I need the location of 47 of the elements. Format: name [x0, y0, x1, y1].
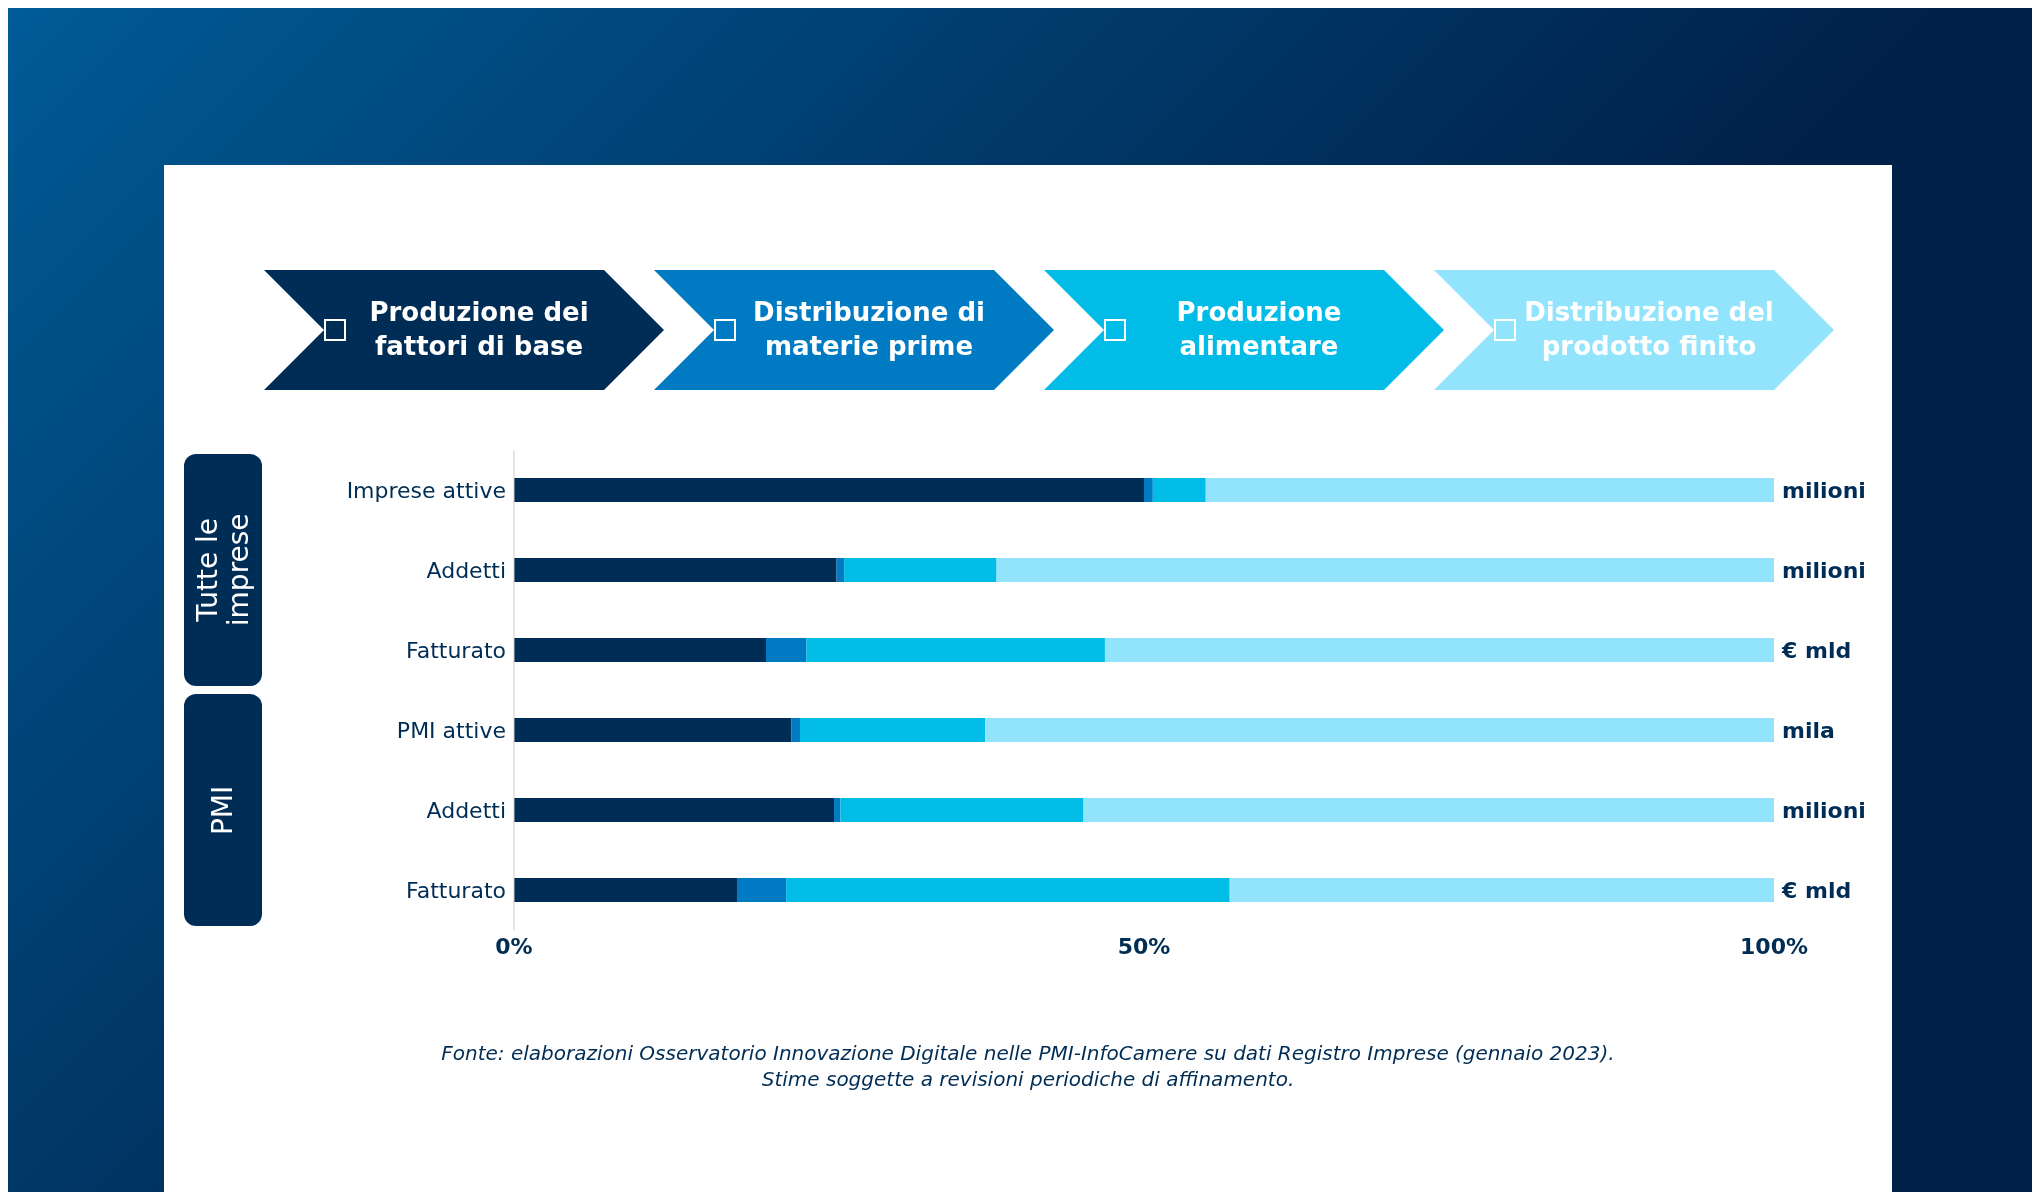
text: € mld — [1781, 877, 1852, 903]
bar — [514, 718, 792, 742]
bar — [1083, 798, 1774, 822]
bar — [514, 878, 738, 902]
bar — [985, 718, 1774, 742]
bar — [800, 718, 986, 742]
text: € mld — [1781, 637, 1852, 663]
bar — [836, 558, 845, 582]
y-tick-label: Fatturato — [406, 877, 506, 903]
y-tick-label: Fatturato — [406, 637, 506, 663]
legend-label: Produzione alimentare — [1175, 296, 1343, 363]
y-tick-label: Imprese attive — [346, 477, 506, 503]
group-label-box: PMI — [184, 694, 262, 926]
bar — [806, 638, 1105, 662]
legend-label: Produzione dei fattori di base — [368, 296, 590, 363]
bar — [514, 798, 835, 822]
bar — [791, 718, 801, 742]
bar — [514, 638, 766, 662]
bar — [786, 878, 1230, 902]
source-note: Fonte: elaborazioni Osservatorio Innovazione Digitale nelle PMI-InfoCamere su dati Registro Imprese (gennaio 2023). — [440, 1040, 1616, 1066]
x-tick-label: 50% — [1117, 933, 1171, 959]
bar — [1144, 478, 1153, 502]
bar — [1205, 478, 1774, 502]
legend-label: Distribuzione di materie prime — [752, 296, 986, 363]
bar — [1229, 878, 1774, 902]
bar — [834, 798, 841, 822]
x-tick-label: 100% — [1740, 933, 1808, 959]
text: milioni — [1782, 557, 1866, 583]
text: mila — [1782, 717, 1835, 743]
bar — [996, 558, 1774, 582]
bar — [514, 558, 837, 582]
legend-label: Distribuzione del prodotto finito — [1524, 296, 1774, 363]
text: milioni — [1782, 797, 1866, 823]
bar — [766, 638, 807, 662]
y-tick-label: Addetti — [426, 557, 506, 583]
text: milioni — [1782, 477, 1866, 503]
bar — [1152, 478, 1206, 502]
text: Stime soggette a revisioni periodiche di affinamento. — [760, 1066, 1296, 1092]
bar — [1104, 638, 1774, 662]
bar — [737, 878, 787, 902]
y-tick-label: Addetti — [426, 797, 506, 823]
x-tick-label: 0% — [495, 933, 533, 959]
bar — [840, 798, 1084, 822]
y-tick-label: PMI attive — [396, 717, 506, 743]
bar — [844, 558, 997, 582]
group-label-box: Tutte le imprese — [184, 454, 262, 686]
bar — [514, 478, 1144, 502]
